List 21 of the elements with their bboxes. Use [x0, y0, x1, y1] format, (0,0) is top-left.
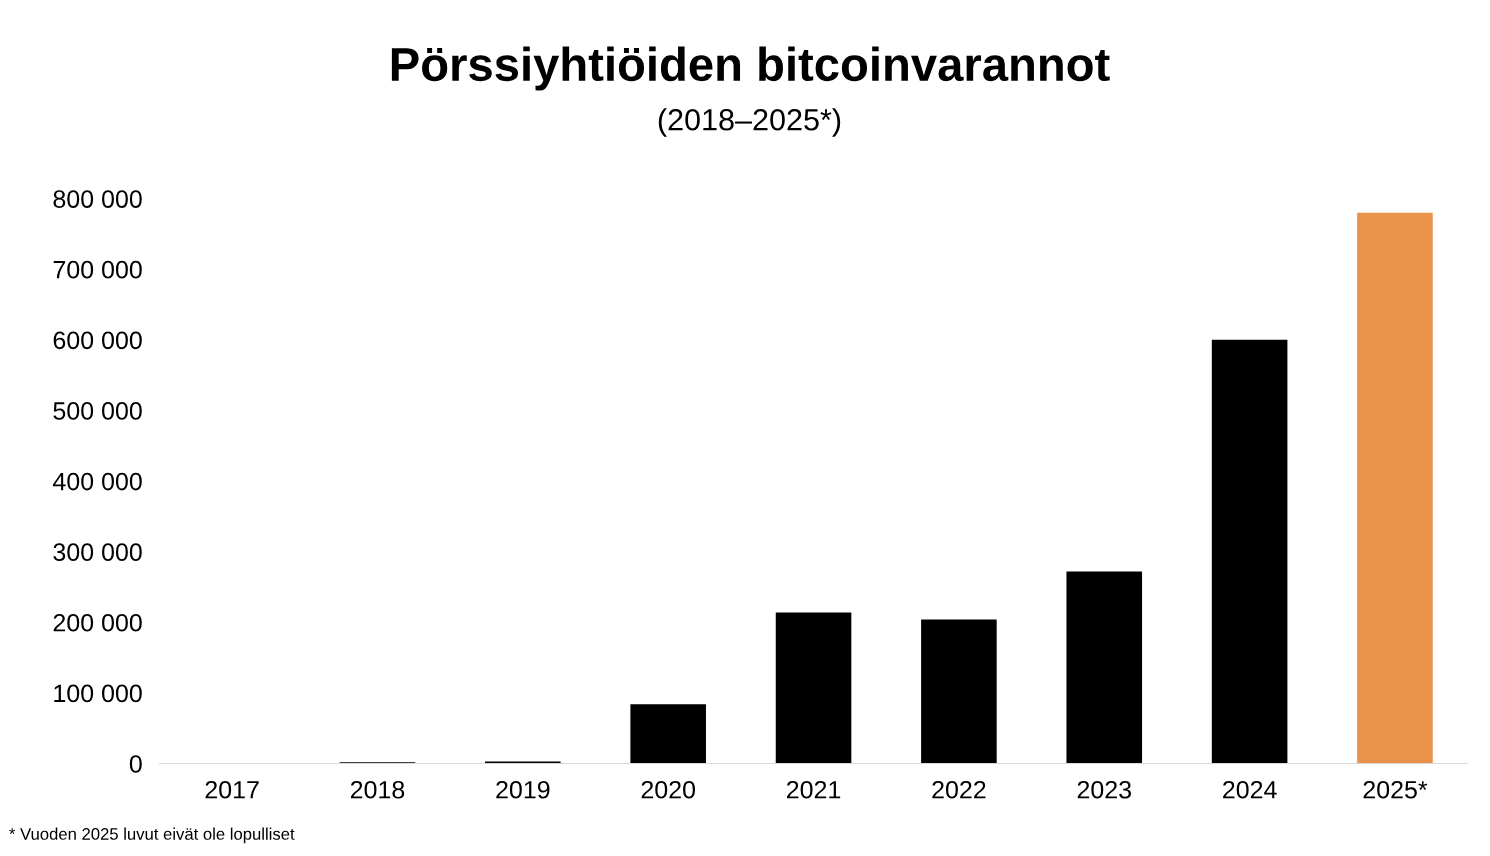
y-tick-label: 100 000	[54, 684, 142, 703]
x-tick-label: 2023	[1077, 780, 1131, 799]
y-tick-label: 0	[129, 755, 142, 773]
x-tick-label: 2024	[1223, 780, 1277, 799]
y-tick-label: 700 000	[53, 260, 142, 279]
x-tick-label: 2017	[205, 780, 259, 799]
y-tick-label: 800 000	[53, 190, 142, 208]
y-tick-label: 200 000	[53, 613, 142, 632]
x-tick-label: 2025*	[1363, 780, 1428, 799]
y-tick-label: 400 000	[52, 472, 142, 491]
y-tick-label: 500 000	[53, 402, 142, 420]
x-tick-label: 2020	[641, 780, 696, 799]
y-tick-label: 300 000	[53, 543, 142, 561]
x-tick-label: 2021	[786, 780, 841, 799]
text: * Vuoden 2025 luvut eivät ole lopulliset	[9, 827, 295, 844]
chart-subtitle: (2018–2025*)	[658, 108, 841, 137]
x-tick-label: 2022	[932, 780, 986, 799]
y-tick-label: 600 000	[53, 331, 142, 350]
x-tick-label: 2018	[350, 780, 405, 799]
chart-title: Pörssiyhtiöiden bitcoinvarannot	[391, 46, 1110, 91]
x-tick-label: 2019	[496, 780, 550, 799]
